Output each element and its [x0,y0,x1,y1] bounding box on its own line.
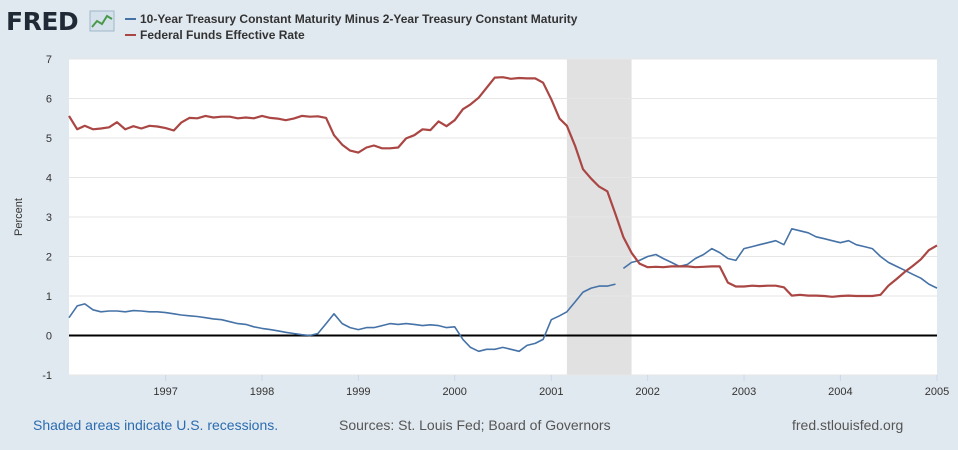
y-tick-label: 2 [46,252,52,264]
chart-legend: 10-Year Treasury Constant Maturity Minus… [125,12,578,42]
x-tick-label: 2003 [732,386,756,398]
sources-note[interactable]: Sources: St. Louis Fed; Board of Governo… [339,417,611,433]
y-tick-label: 3 [46,212,52,224]
fred-logo[interactable]: FRED [6,7,115,36]
recession-note[interactable]: Shaded areas indicate U.S. recessions. [33,417,279,433]
x-axis-tick-labels: 1997 1998 1999 2000 2001 2002 2003 2004 2005 [153,375,949,398]
y-tick-label: -1 [42,370,52,382]
fred-logo-chart-icon [89,10,115,32]
x-tick-label: 1999 [346,386,370,398]
y-tick-label: 7 [46,54,52,66]
y-tick-label: 0 [46,331,52,343]
x-tick-label: 2002 [635,386,659,398]
x-tick-label: 1998 [250,386,274,398]
x-tick-label: 2004 [828,386,852,398]
y-tick-label: 4 [46,173,52,185]
x-tick-label: 1997 [153,386,177,398]
y-axis-label: Percent [13,198,25,236]
series-line-spread[interactable] [68,228,938,353]
y-tick-label: 5 [46,133,52,145]
series-line-fedfunds[interactable] [68,76,938,298]
legend-entry[interactable]: Federal Funds Effective Rate [140,28,305,42]
x-tick-label: 2005 [925,386,949,398]
fred-logo-text: FRED [6,7,78,36]
series-lines [68,76,938,353]
fred-url[interactable]: fred.stlouisfed.org [792,417,904,433]
y-tick-label: 6 [46,94,52,106]
x-tick-label: 2001 [539,386,563,398]
x-tick-label: 2000 [442,386,466,398]
y-tick-label: 1 [46,291,52,303]
y-axis-tick-labels: -1 0 1 2 3 4 5 6 7 [42,54,52,382]
legend-entry[interactable]: 10-Year Treasury Constant Maturity Minus… [140,12,578,26]
